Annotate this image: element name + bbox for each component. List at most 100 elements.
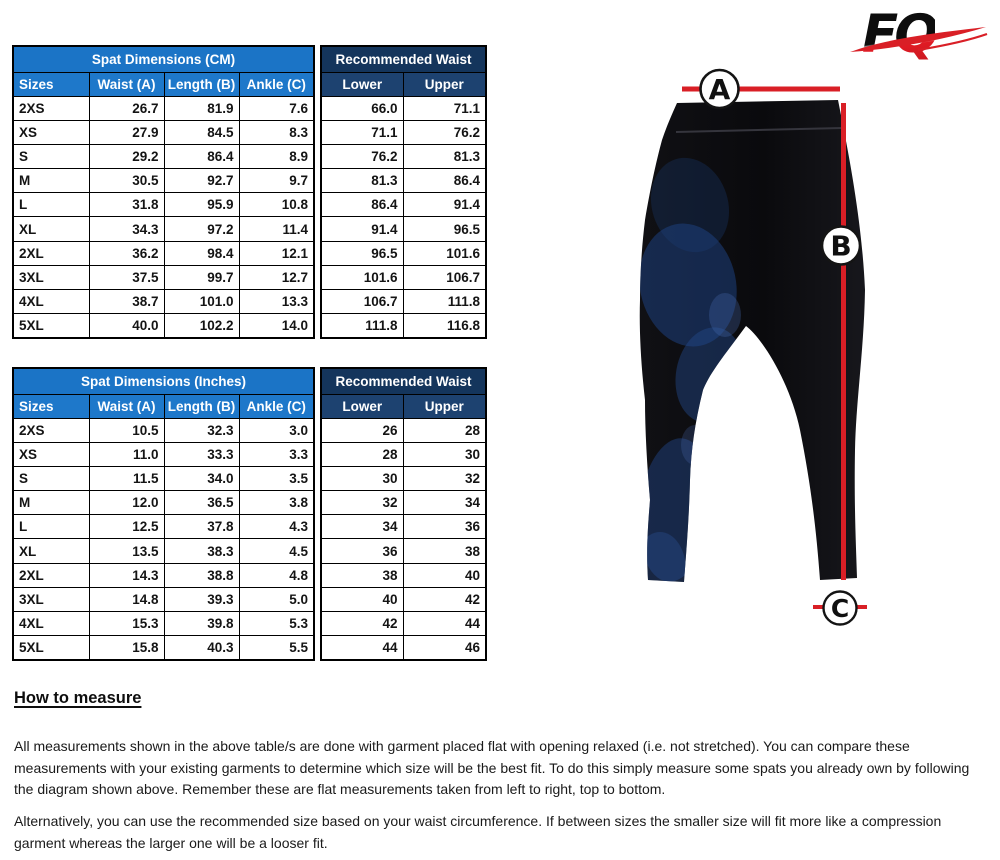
table-row: 32 34 — [320, 490, 487, 516]
table-cell: 76.2 — [320, 144, 404, 170]
table-row: 66.0 71.1 — [320, 95, 487, 122]
table-cell: 3.8 — [238, 490, 315, 516]
table-cell: 101.0 — [163, 288, 240, 314]
table-title-row: Recommended Waist — [320, 367, 487, 395]
table-cell: 12.0 — [88, 490, 165, 516]
table-header-row: Sizes Waist (A) Length (B) Ankle (C) — [12, 394, 315, 419]
table-cell: 106.7 — [320, 288, 404, 314]
table-cell: 76.2 — [402, 120, 487, 146]
table-row: M 30.5 92.7 9.7 — [12, 168, 315, 194]
table-row: 40 42 — [320, 586, 487, 612]
table-cell: 116.8 — [402, 312, 487, 339]
table-row: S 11.5 34.0 3.5 — [12, 466, 315, 492]
table-cell: 13.3 — [238, 288, 315, 314]
table-row: 2XS 10.5 32.3 3.0 — [12, 417, 315, 444]
table-cell: 42 — [402, 586, 487, 612]
table-row: 30 32 — [320, 466, 487, 492]
table-title: Spat Dimensions (CM) — [12, 45, 315, 73]
table-cell: 4.3 — [238, 514, 315, 540]
table-cell: 12.5 — [88, 514, 165, 540]
table-cell: 40 — [320, 586, 404, 612]
table-cell: 27.9 — [88, 120, 165, 146]
how-to-measure-heading: How to measure — [14, 689, 142, 707]
table-cell: 36.5 — [163, 490, 240, 516]
table-cell: 30 — [402, 442, 487, 468]
table-cell: 11.4 — [238, 216, 315, 242]
table-row: M 12.0 36.5 3.8 — [12, 490, 315, 516]
table-row: 42 44 — [320, 610, 487, 636]
column-header-sizes: Sizes — [12, 394, 90, 419]
column-header-upper: Upper — [402, 72, 487, 97]
table-cell: 102.2 — [163, 312, 240, 339]
table-row: 5XL 40.0 102.2 14.0 — [12, 312, 315, 339]
table-cell: 38.7 — [88, 288, 165, 314]
table-cell: 91.4 — [320, 216, 404, 242]
table-cell: 38 — [402, 538, 487, 564]
table-cell: 111.8 — [402, 288, 487, 314]
table-header-row: Sizes Waist (A) Length (B) Ankle (C) — [12, 72, 315, 97]
column-header-waist: Waist (A) — [88, 72, 165, 97]
table-cell: 40.0 — [88, 312, 165, 339]
table-cell: 71.1 — [320, 120, 404, 146]
spats-diagram: A B C — [639, 68, 867, 626]
table-cell: 14.8 — [88, 586, 165, 612]
table-cell: 95.9 — [163, 192, 240, 218]
table-cell: M — [12, 490, 90, 516]
table-cell: 33.3 — [163, 442, 240, 468]
table-title-row: Recommended Waist — [320, 45, 487, 73]
table-row: 96.5 101.6 — [320, 240, 487, 266]
column-header-ankle: Ankle (C) — [238, 394, 315, 419]
table-row: S 29.2 86.4 8.9 — [12, 144, 315, 170]
label-c: C — [831, 594, 849, 623]
table-cell: 36.2 — [88, 240, 165, 266]
table-cell: 34.3 — [88, 216, 165, 242]
table-cell: 2XL — [12, 240, 90, 266]
table-cell: 30 — [320, 466, 404, 492]
table-row: 28 30 — [320, 442, 487, 468]
table-cell: 39.8 — [163, 610, 240, 636]
table-row: 4XL 38.7 101.0 13.3 — [12, 288, 315, 314]
table-row: 101.6 106.7 — [320, 264, 487, 290]
table-cell: 28 — [402, 417, 487, 444]
table-cell: M — [12, 168, 90, 194]
spat-dimensions-inches-table: Spat Dimensions (Inches) Sizes Waist (A)… — [12, 367, 316, 661]
table-cell: 86.4 — [320, 192, 404, 218]
table-row: 81.3 86.4 — [320, 168, 487, 194]
column-header-length: Length (B) — [163, 72, 240, 97]
column-header-waist: Waist (A) — [88, 394, 165, 419]
table-cell: 81.9 — [163, 95, 240, 122]
table-cell: 14.3 — [88, 562, 165, 588]
table-cell: 5.5 — [238, 634, 315, 661]
table-cell: S — [12, 466, 90, 492]
table-cell: 91.4 — [402, 192, 487, 218]
table-row: XL 13.5 38.3 4.5 — [12, 538, 315, 564]
table-cell: XL — [12, 538, 90, 564]
table-cell: 5XL — [12, 634, 90, 661]
recommended-waist-inches-table: Recommended Waist Lower Upper 26 28 28 30 30… — [320, 367, 487, 661]
table-row: L 12.5 37.8 4.3 — [12, 514, 315, 540]
table-cell: 29.2 — [88, 144, 165, 170]
table-title-row: Spat Dimensions (Inches) — [12, 367, 315, 395]
table-cell: 42 — [320, 610, 404, 636]
table-cell: 5.3 — [238, 610, 315, 636]
table-cell: 37.8 — [163, 514, 240, 540]
table-cell: 39.3 — [163, 586, 240, 612]
table-cell: 10.5 — [88, 417, 165, 444]
table-row: 36 38 — [320, 538, 487, 564]
table-cell: 81.3 — [402, 144, 487, 170]
table-cell: 32 — [402, 466, 487, 492]
column-header-upper: Upper — [402, 394, 487, 419]
table-row: 2XL 14.3 38.8 4.8 — [12, 562, 315, 588]
table-header-row: Lower Upper — [320, 394, 487, 419]
table-cell: 34 — [402, 490, 487, 516]
table-cell: 66.0 — [320, 95, 404, 122]
table-cell: 3XL — [12, 586, 90, 612]
table-cell: 111.8 — [320, 312, 404, 339]
table-cell: 7.6 — [238, 95, 315, 122]
table-cell: L — [12, 514, 90, 540]
table-row: L 31.8 95.9 10.8 — [12, 192, 315, 218]
table-cell: 44 — [320, 634, 404, 661]
table-cell: 84.5 — [163, 120, 240, 146]
table-row: 86.4 91.4 — [320, 192, 487, 218]
table-header-row: Lower Upper — [320, 72, 487, 97]
